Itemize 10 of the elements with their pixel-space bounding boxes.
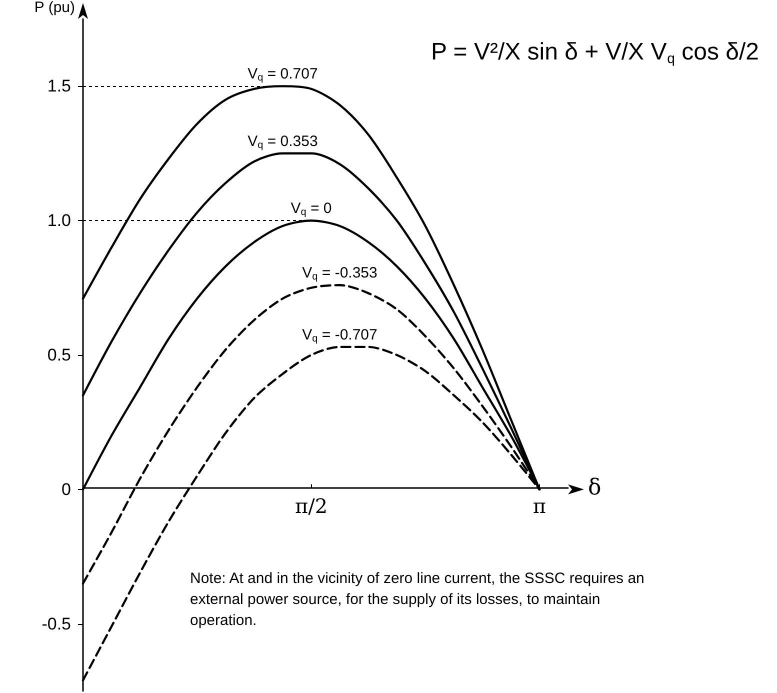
- x-tick-label: π: [532, 494, 546, 518]
- y-tick-label: 1.5: [47, 76, 71, 96]
- x-axis-title: δ: [588, 476, 602, 501]
- y-tick-label: 1.0: [47, 211, 71, 230]
- y-axis-title: P (pu): [34, 0, 76, 16]
- y-tick-label: 0.5: [47, 346, 71, 364]
- y-tick-label: -0.5: [42, 614, 71, 634]
- y-tick-label: 0: [62, 480, 71, 499]
- x-tick-label: π/2: [294, 494, 328, 518]
- annotation: Note: At and in the vicinity of zero line current, the SSSC requires an external power source, for the supply of its losses, to maintain operation.: [190, 570, 649, 629]
